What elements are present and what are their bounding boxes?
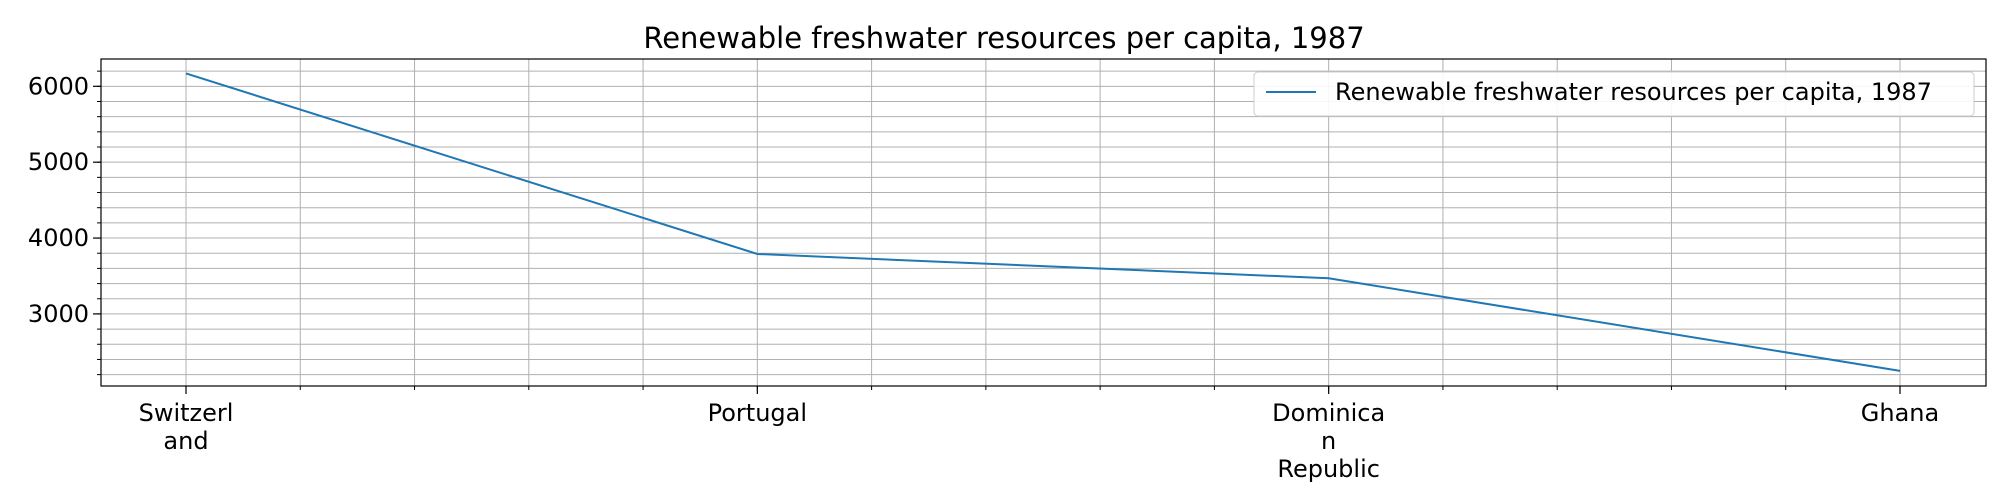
series-layer xyxy=(185,72,1901,372)
y-tick-label: 5000 xyxy=(28,148,89,176)
x-tick-label: Dominica n Republic xyxy=(1272,399,1385,483)
x-tick-label: Ghana xyxy=(1861,399,1939,427)
x-tick-label: Portugal xyxy=(708,399,807,427)
x-tick-label: Switzerl and xyxy=(139,399,234,455)
legend: Renewable freshwater resources per capit… xyxy=(1253,71,1975,117)
y-tick-label: 6000 xyxy=(28,72,89,100)
axes: 3000 4000 5000 6000 Switzerl and Portugal Domin… xyxy=(28,70,1939,483)
y-tick-label: 3000 xyxy=(28,300,89,328)
series-line xyxy=(185,72,1901,372)
legend-box xyxy=(1253,71,1975,117)
y-tick-label: 4000 xyxy=(28,224,89,252)
chart-title: Renewable freshwater resources per capit… xyxy=(643,21,1364,55)
legend-label: Renewable freshwater resources per capit… xyxy=(1335,78,1932,106)
